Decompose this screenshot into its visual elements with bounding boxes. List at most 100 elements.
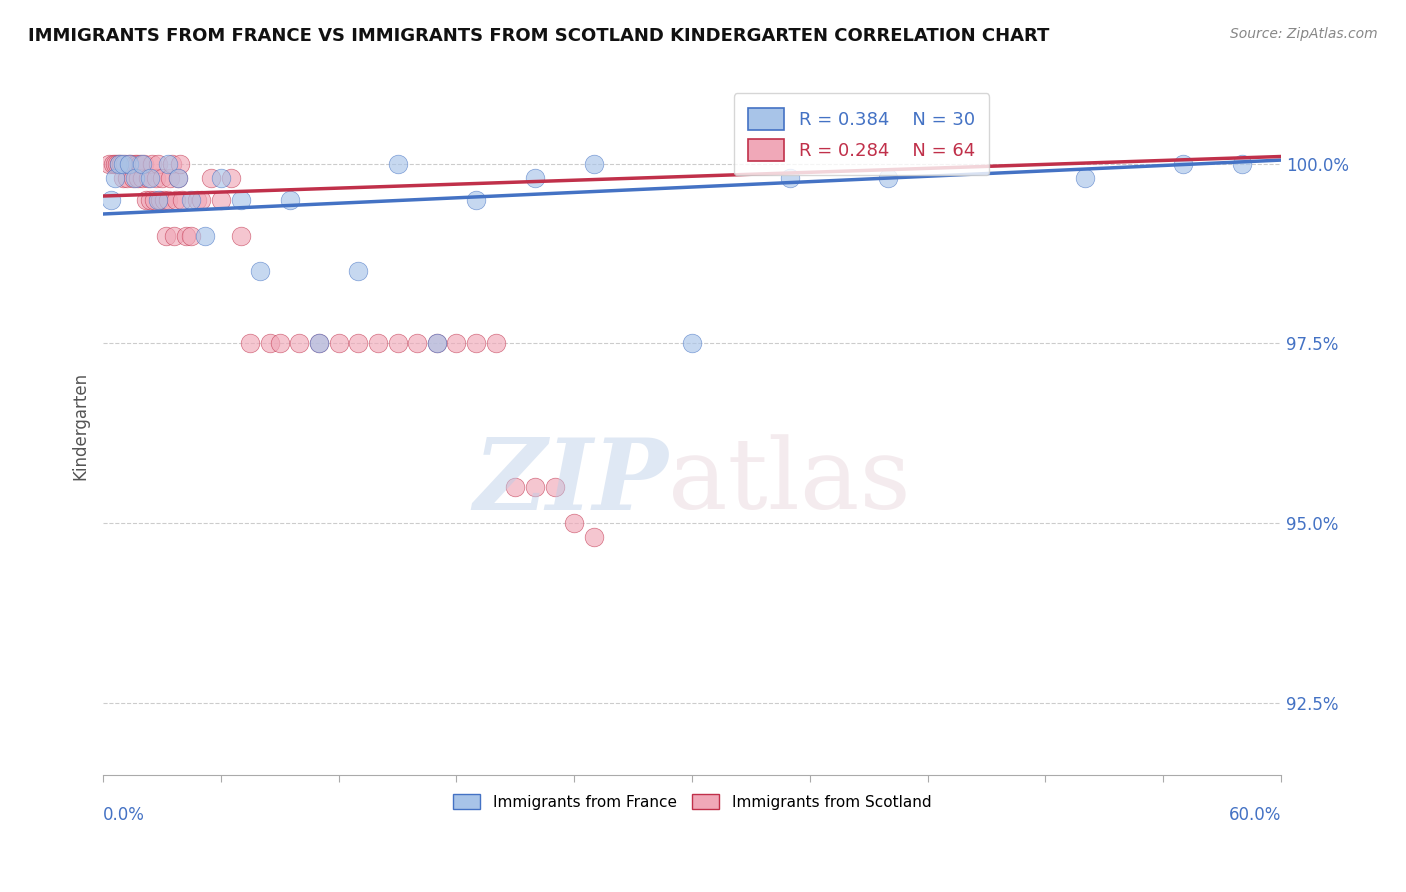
Point xyxy=(681,336,703,351)
Point xyxy=(209,171,232,186)
Point xyxy=(145,171,167,186)
Point xyxy=(156,157,179,171)
Point xyxy=(108,157,131,171)
Text: ZIP: ZIP xyxy=(474,434,668,530)
Point xyxy=(111,171,134,186)
Point xyxy=(141,157,163,171)
Point xyxy=(131,157,153,171)
Point xyxy=(387,336,409,351)
Point xyxy=(111,157,134,171)
Point xyxy=(129,157,152,171)
Point xyxy=(100,193,122,207)
Point xyxy=(180,193,202,207)
Point xyxy=(278,193,301,207)
Point xyxy=(347,336,370,351)
Point xyxy=(426,336,449,351)
Point xyxy=(121,171,143,186)
Legend: Immigrants from France, Immigrants from Scotland: Immigrants from France, Immigrants from … xyxy=(447,788,938,815)
Point xyxy=(308,336,330,351)
Point xyxy=(524,480,547,494)
Point xyxy=(105,157,128,171)
Point xyxy=(1171,157,1194,171)
Point xyxy=(779,171,801,186)
Point xyxy=(136,171,159,186)
Point xyxy=(582,157,605,171)
Point xyxy=(543,480,565,494)
Point xyxy=(209,193,232,207)
Point xyxy=(146,193,169,207)
Point xyxy=(229,193,252,207)
Text: 0.0%: 0.0% xyxy=(103,806,145,824)
Point xyxy=(1073,171,1095,186)
Point xyxy=(194,228,217,243)
Point xyxy=(446,336,468,351)
Point xyxy=(174,228,197,243)
Point xyxy=(367,336,389,351)
Point xyxy=(98,157,121,171)
Point xyxy=(328,336,350,351)
Point xyxy=(219,171,242,186)
Text: Source: ZipAtlas.com: Source: ZipAtlas.com xyxy=(1230,27,1378,41)
Point xyxy=(229,228,252,243)
Point xyxy=(124,157,146,171)
Point xyxy=(159,171,181,186)
Point xyxy=(186,193,208,207)
Point xyxy=(139,193,162,207)
Point xyxy=(485,336,508,351)
Point xyxy=(104,157,127,171)
Point xyxy=(308,336,330,351)
Point xyxy=(249,264,271,278)
Point xyxy=(110,157,132,171)
Point xyxy=(131,171,153,186)
Point xyxy=(170,193,193,207)
Point xyxy=(153,193,176,207)
Point xyxy=(124,171,146,186)
Point xyxy=(166,171,188,186)
Point xyxy=(127,171,149,186)
Point xyxy=(104,171,127,186)
Point xyxy=(239,336,262,351)
Point xyxy=(135,193,157,207)
Point xyxy=(117,157,139,171)
Point xyxy=(877,171,900,186)
Point xyxy=(166,171,188,186)
Point xyxy=(190,193,212,207)
Point xyxy=(114,157,136,171)
Point xyxy=(150,171,173,186)
Text: IMMIGRANTS FROM FRANCE VS IMMIGRANTS FROM SCOTLAND KINDERGARTEN CORRELATION CHAR: IMMIGRANTS FROM FRANCE VS IMMIGRANTS FRO… xyxy=(28,27,1049,45)
Point xyxy=(347,264,370,278)
Point xyxy=(139,171,162,186)
Point xyxy=(200,171,222,186)
Point xyxy=(163,228,186,243)
Point xyxy=(143,193,166,207)
Text: 60.0%: 60.0% xyxy=(1229,806,1281,824)
Point xyxy=(115,171,138,186)
Point xyxy=(505,480,527,494)
Point xyxy=(125,157,148,171)
Text: atlas: atlas xyxy=(668,434,911,530)
Point xyxy=(180,228,202,243)
Point xyxy=(465,336,488,351)
Point xyxy=(149,193,172,207)
Point xyxy=(101,157,124,171)
Point xyxy=(134,157,156,171)
Point xyxy=(117,157,139,171)
Point xyxy=(155,228,177,243)
Point xyxy=(562,516,585,530)
Point xyxy=(156,193,179,207)
Point xyxy=(165,193,187,207)
Point xyxy=(269,336,291,351)
Point xyxy=(288,336,311,351)
Point xyxy=(387,157,409,171)
Point xyxy=(406,336,429,351)
Point xyxy=(120,157,142,171)
Point xyxy=(146,157,169,171)
Point xyxy=(524,171,547,186)
Point xyxy=(108,157,131,171)
Point xyxy=(582,530,605,544)
Point xyxy=(426,336,449,351)
Point xyxy=(1230,157,1253,171)
Point xyxy=(259,336,281,351)
Point xyxy=(465,193,488,207)
Point xyxy=(169,157,191,171)
